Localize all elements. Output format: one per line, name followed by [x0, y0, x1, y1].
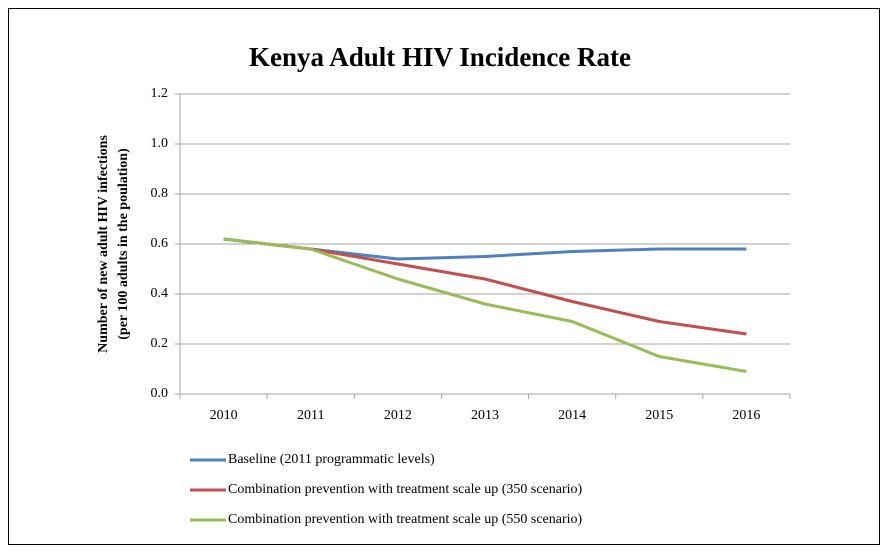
y-axis-label: Number of new adult HIV infections: [96, 135, 111, 353]
series-line: [223, 237, 747, 373]
chart-title: Kenya Adult HIV Incidence Rate: [249, 42, 631, 72]
y-tick-label: 1.2: [151, 86, 169, 101]
y-tick-label: 1.0: [151, 136, 169, 151]
x-tick-label: 2011: [297, 408, 324, 423]
y-axis-label: (per 100 adults in the poulation): [116, 148, 131, 340]
y-tick-label: 0.4: [151, 286, 169, 301]
x-tick-label: 2016: [732, 408, 760, 423]
x-tick-label: 2010: [210, 408, 238, 423]
y-tick-label: 0.8: [151, 186, 169, 201]
x-tick-label: 2015: [645, 408, 673, 423]
legend-label: Combination prevention with treatment sc…: [228, 482, 583, 497]
y-tick-label: 0.0: [151, 386, 169, 401]
x-tick-label: 2014: [558, 408, 586, 423]
legend-label: Combination prevention with treatment sc…: [228, 512, 583, 527]
chart-border: [8, 8, 880, 545]
legend-label: Baseline (2011 programmatic levels): [228, 452, 435, 467]
y-tick-label: 0.6: [151, 236, 169, 251]
x-tick-label: 2013: [471, 408, 499, 423]
x-tick-label: 2012: [384, 408, 412, 423]
y-tick-label: 0.2: [151, 336, 169, 351]
